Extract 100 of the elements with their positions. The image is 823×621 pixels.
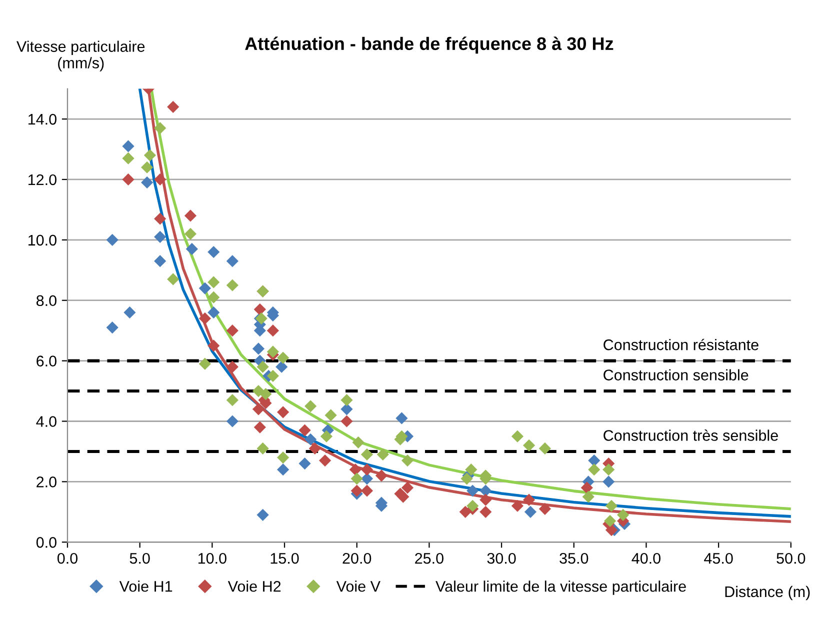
x-tick-label: 25.0 <box>415 552 444 564</box>
text: Valeur limite de la vitesse particulaire <box>436 580 686 595</box>
point <box>352 436 364 448</box>
point <box>582 490 594 503</box>
y-axis-title: Vitesse particulaire (mm/s) <box>16 40 145 72</box>
x-tick-label: 35.0 <box>560 552 588 564</box>
point <box>401 454 414 467</box>
point <box>604 514 616 528</box>
point <box>277 464 290 476</box>
ref-line-label: Construction résistante <box>604 338 758 350</box>
point <box>124 306 136 318</box>
point <box>144 149 156 162</box>
point <box>480 494 492 506</box>
point <box>208 276 220 288</box>
x-axis-title: Distance (m) <box>725 586 810 600</box>
point <box>277 406 290 418</box>
y-tick-label: 12.0 <box>28 174 56 186</box>
point <box>254 421 266 434</box>
x-tick-label: 20.0 <box>342 552 372 564</box>
point <box>580 482 593 494</box>
point <box>538 502 551 515</box>
point <box>538 442 551 454</box>
x-tick-label: 0.0 <box>57 552 78 564</box>
point <box>252 384 265 398</box>
x-tick-label: 45.0 <box>704 552 733 564</box>
point <box>198 282 211 294</box>
point <box>260 388 272 400</box>
point <box>340 415 353 428</box>
y-tick-label: 10.0 <box>28 234 56 246</box>
x-tick-label: 5.0 <box>130 552 150 564</box>
y-tick-label: 6.0 <box>36 356 56 366</box>
point <box>226 394 238 406</box>
point <box>466 484 479 497</box>
legend-label: Voie V <box>336 580 380 592</box>
point <box>304 400 317 412</box>
point <box>184 228 197 240</box>
point <box>106 234 118 246</box>
point <box>266 324 279 337</box>
point <box>605 500 618 512</box>
point <box>154 212 166 225</box>
point <box>106 322 118 334</box>
point <box>167 273 180 286</box>
x-tick-label: 40.0 <box>632 552 660 564</box>
point <box>266 370 279 382</box>
point <box>320 430 333 442</box>
point <box>154 230 166 243</box>
legend-label: Voie H1 <box>119 580 172 592</box>
point <box>602 464 615 476</box>
point <box>360 448 374 461</box>
point <box>122 152 134 164</box>
point <box>154 173 166 186</box>
point <box>511 500 524 512</box>
point <box>376 448 389 461</box>
point <box>524 506 537 518</box>
y-tick-label: 4.0 <box>36 416 56 427</box>
point <box>252 403 265 416</box>
ref-line-label: Construction très sensible <box>604 429 778 441</box>
point <box>340 403 353 416</box>
point <box>226 279 238 292</box>
point <box>480 506 492 518</box>
point <box>256 508 269 521</box>
point <box>350 484 363 497</box>
point <box>208 340 220 352</box>
point <box>208 291 220 304</box>
point <box>324 409 337 422</box>
point <box>522 494 536 506</box>
point <box>276 360 288 373</box>
point <box>184 210 197 222</box>
point <box>186 242 198 256</box>
point <box>511 430 524 442</box>
point <box>122 140 134 152</box>
point <box>154 122 166 134</box>
point <box>602 476 615 488</box>
point <box>465 464 478 476</box>
x-tick-label: 50.0 <box>776 552 806 564</box>
x-tick-label: 15.0 <box>270 552 299 564</box>
y-tick-label: 2.0 <box>36 476 56 488</box>
point <box>208 306 220 318</box>
point <box>360 464 374 476</box>
point <box>480 484 492 497</box>
point <box>198 312 211 325</box>
point <box>397 490 410 503</box>
point <box>226 255 238 268</box>
point <box>308 442 321 454</box>
point <box>167 100 180 113</box>
point <box>256 360 269 373</box>
point <box>298 424 311 436</box>
chart-title: Atténuation - bande de fréquence 8 à 30 Hz <box>245 36 614 54</box>
point <box>466 500 479 512</box>
point <box>298 458 311 470</box>
point <box>277 352 290 364</box>
point <box>254 303 266 316</box>
point <box>460 472 473 485</box>
point <box>277 451 290 464</box>
x-tick-label: 10.0 <box>198 552 226 564</box>
point <box>226 360 238 373</box>
point <box>350 472 363 485</box>
point <box>208 246 220 258</box>
point <box>617 508 630 521</box>
point <box>122 173 134 186</box>
